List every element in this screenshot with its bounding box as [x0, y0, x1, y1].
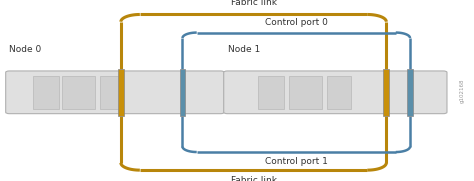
Bar	[180, 69, 185, 116]
Text: Fabric link: Fabric link	[230, 176, 277, 181]
Bar	[407, 69, 413, 116]
Bar	[327, 76, 351, 109]
Text: Fabric link: Fabric link	[230, 0, 277, 7]
Bar	[62, 76, 95, 109]
Text: Node 1: Node 1	[228, 45, 260, 54]
Text: g102168: g102168	[460, 78, 465, 103]
Text: Control port 1: Control port 1	[265, 157, 328, 167]
Text: Node 0: Node 0	[9, 45, 42, 54]
Bar	[258, 76, 284, 109]
Bar	[289, 76, 322, 109]
FancyBboxPatch shape	[224, 71, 447, 114]
Bar	[383, 69, 389, 116]
FancyBboxPatch shape	[6, 71, 224, 114]
Bar	[100, 76, 123, 109]
Bar	[33, 76, 59, 109]
Text: Control port 0: Control port 0	[265, 18, 328, 27]
Bar	[118, 69, 124, 116]
